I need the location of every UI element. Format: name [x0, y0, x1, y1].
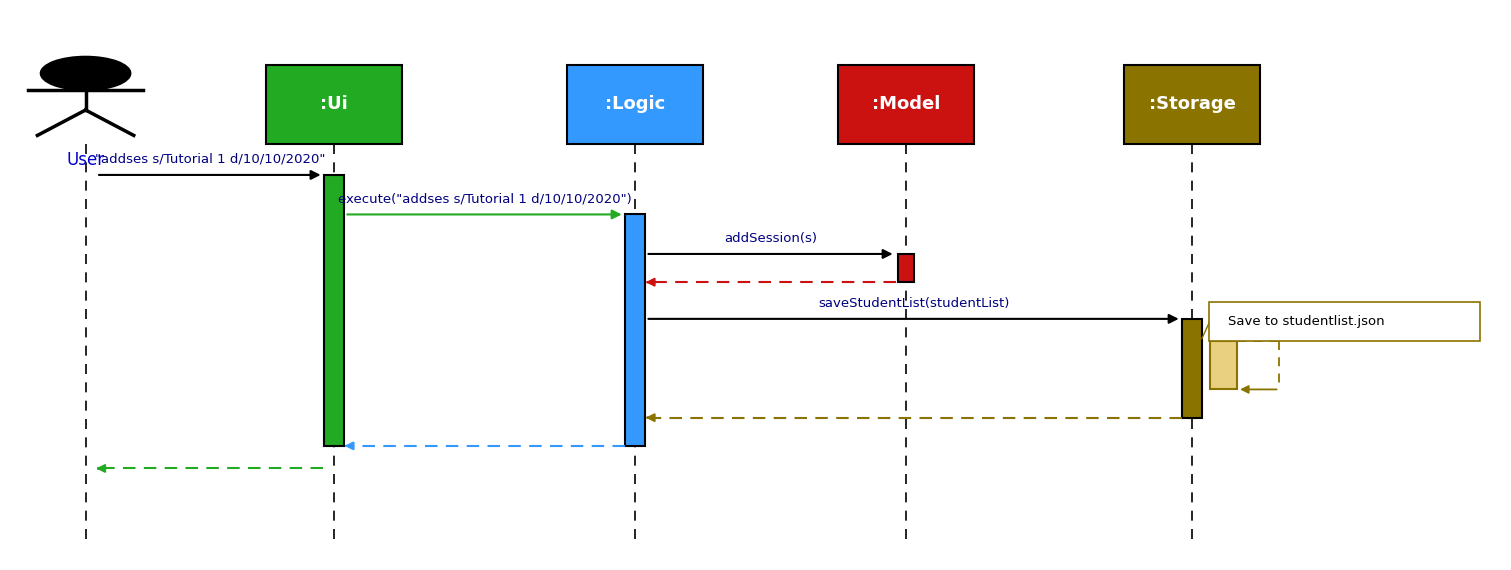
FancyBboxPatch shape: [626, 214, 645, 446]
Text: User: User: [66, 150, 104, 169]
FancyBboxPatch shape: [1209, 302, 1479, 341]
FancyBboxPatch shape: [898, 254, 914, 282]
Text: :Logic: :Logic: [604, 95, 665, 113]
FancyBboxPatch shape: [1182, 319, 1201, 418]
Text: :Ui: :Ui: [320, 95, 348, 113]
Text: "addses s/Tutorial 1 d/10/10/2020": "addses s/Tutorial 1 d/10/10/2020": [95, 153, 325, 166]
Text: saveStudentList(studentList): saveStudentList(studentList): [817, 297, 1009, 310]
Text: Save to studentlist.json: Save to studentlist.json: [1228, 315, 1386, 328]
FancyBboxPatch shape: [1210, 341, 1238, 389]
FancyBboxPatch shape: [567, 65, 703, 144]
Text: :Model: :Model: [872, 95, 940, 113]
FancyBboxPatch shape: [266, 65, 402, 144]
Circle shape: [41, 56, 131, 90]
FancyBboxPatch shape: [325, 175, 345, 446]
FancyBboxPatch shape: [839, 65, 973, 144]
Text: :Storage: :Storage: [1148, 95, 1236, 113]
Text: addSession(s): addSession(s): [724, 232, 817, 245]
Text: execute("addses s/Tutorial 1 d/10/10/2020"): execute("addses s/Tutorial 1 d/10/10/202…: [337, 193, 632, 205]
FancyBboxPatch shape: [1124, 65, 1260, 144]
